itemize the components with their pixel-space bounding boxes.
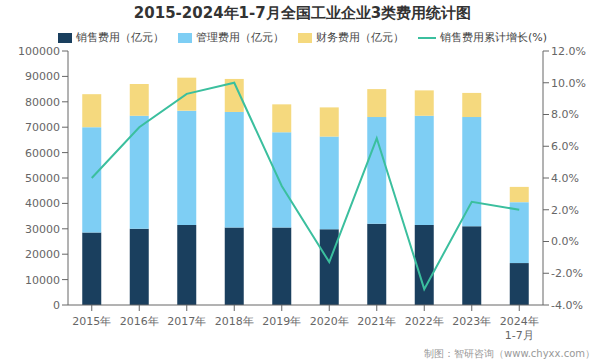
html-text:销售费用累计增长(%): 销售费用累计增长(%) (440, 31, 547, 44)
svg-text:10.0%: 10.0% (551, 77, 586, 90)
svg-text:90000: 90000 (25, 70, 60, 83)
svg-text:2016年: 2016年 (120, 315, 159, 328)
svg-text:0: 0 (53, 299, 60, 312)
svg-text:0.0%: 0.0% (551, 235, 579, 248)
svg-text:2017年: 2017年 (167, 315, 206, 328)
svg-text:60000: 60000 (25, 147, 60, 160)
html-text:管理费用（亿元）: 管理费用（亿元） (196, 31, 284, 44)
svg-text:40000: 40000 (25, 197, 60, 210)
svg-text:8.0%: 8.0% (551, 108, 579, 121)
svg-text:-4.0%: -4.0% (551, 299, 583, 312)
svg-text:2024年1-7月: 2024年1-7月 (500, 315, 539, 342)
svg-text:2020年: 2020年 (310, 315, 349, 328)
svg-text:10000: 10000 (25, 274, 60, 287)
html-text:财务费用（亿元）: 财务费用（亿元） (316, 31, 404, 44)
svg-text:2015年: 2015年 (72, 315, 111, 328)
html-text:制图：智研咨询（www.chyxx.com）: 制图：智研咨询（www.chyxx.com） (424, 348, 595, 359)
svg-text:12.0%: 12.0% (551, 45, 586, 58)
svg-text:2023年: 2023年 (452, 315, 491, 328)
html-text:2015-2024年1-7月全国工业企业3类费用统计图: 2015-2024年1-7月全国工业企业3类费用统计图 (133, 4, 472, 22)
html-text:销售费用（亿元）: 销售费用（亿元） (76, 31, 164, 44)
svg-text:70000: 70000 (25, 121, 60, 134)
svg-text:100000: 100000 (18, 45, 60, 58)
svg-text:2021年: 2021年 (357, 315, 396, 328)
svg-text:2019年: 2019年 (262, 315, 301, 328)
svg-text:50000: 50000 (25, 172, 60, 185)
svg-text:80000: 80000 (25, 96, 60, 109)
svg-text:6.0%: 6.0% (551, 140, 579, 153)
svg-text:2018年: 2018年 (215, 315, 254, 328)
svg-text:-2.0%: -2.0% (551, 267, 583, 280)
svg-text:30000: 30000 (25, 223, 60, 236)
svg-text:4.0%: 4.0% (551, 172, 579, 185)
svg-text:2022年: 2022年 (405, 315, 444, 328)
svg-text:2.0%: 2.0% (551, 204, 579, 217)
svg-text:20000: 20000 (25, 248, 60, 261)
